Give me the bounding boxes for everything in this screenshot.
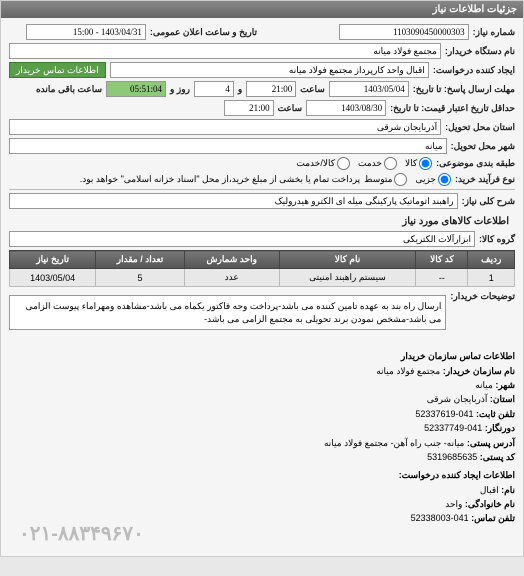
th-qty: تعداد / مقدار: [96, 251, 185, 269]
announce-datetime-label: تاریخ و ساعت اعلان عمومی:: [150, 27, 257, 38]
td-name: سیستم راهبند امنیتی: [279, 269, 416, 287]
contact-city-value: میانه: [475, 380, 493, 390]
contact-province-label: استان:: [490, 394, 515, 404]
subject-radio-goods[interactable]: کالا: [405, 157, 432, 170]
first-name-value: اقبال: [480, 485, 499, 495]
buyer-org-field[interactable]: [9, 43, 441, 59]
deadline-date-field[interactable]: [329, 81, 409, 97]
deadline-label: مهلت ارسال پاسخ: تا تاریخ:: [413, 84, 515, 95]
min-validity-time-label: ساعت: [278, 103, 303, 114]
contact-postal-label: کد پستی:: [480, 452, 515, 462]
goods-group-field[interactable]: [9, 231, 475, 247]
contact-org-label: نام سازمان خریدار:: [443, 366, 515, 376]
min-validity-label: حداقل تاریخ اعتبار قیمت: تا تاریخ:: [390, 103, 515, 114]
contact-address-label: آدرس پستی:: [467, 438, 515, 448]
contact-buyer-button[interactable]: اطلاعات تماس خریدار: [9, 62, 106, 78]
th-date: تاریخ نیاز: [10, 251, 96, 269]
min-validity-date-field[interactable]: [306, 100, 386, 116]
deadline-days-field[interactable]: [194, 81, 234, 97]
td-unit: عدد: [184, 269, 279, 287]
contact-header: اطلاعات تماس سازمان خریدار: [9, 349, 515, 363]
need-details-panel: جزئیات اطلاعات نیاز شماره نیاز: تاریخ و …: [0, 0, 524, 557]
th-code: کد کالا: [416, 251, 468, 269]
last-name-value: واحد: [445, 499, 462, 509]
form-area: شماره نیاز: تاریخ و ساعت اعلان عمومی: نا…: [1, 18, 523, 343]
buyer-org-label: نام دستگاه خریدار:: [445, 46, 515, 57]
divider: [9, 189, 515, 190]
process-radio-minor[interactable]: جزیی: [415, 173, 451, 186]
panel-header: جزئیات اطلاعات نیاز: [1, 1, 523, 18]
goods-section-title: اطلاعات کالاهای مورد نیاز: [9, 212, 515, 231]
requester-field[interactable]: [110, 62, 429, 78]
contact-postal-value: 5319685635: [427, 452, 477, 462]
th-unit: واحد شمارش: [184, 251, 279, 269]
contact-tel-label: تلفن تماس:: [471, 513, 515, 523]
contact-section: اطلاعات تماس سازمان خریدار نام سازمان خر…: [1, 343, 523, 556]
deadline-remain-suffix: ساعت باقی مانده: [36, 84, 102, 95]
deadline-days-label: و: [238, 84, 242, 95]
need-desc-label: شرح کلی نیاز:: [462, 196, 515, 207]
subject-radio-service[interactable]: خدمت: [358, 157, 397, 170]
min-validity-time-field[interactable]: [224, 100, 274, 116]
process-type-group: جزیی متوسط: [364, 173, 451, 186]
contact-phone-value: 041-52337619: [415, 409, 473, 419]
process-radio-medium[interactable]: متوسط: [364, 173, 407, 186]
contact-fax-label: دورنگار:: [485, 423, 515, 433]
contact-tel-value: 041-52338003: [411, 513, 469, 523]
contact-org-value: مجتمع فولاد میانه: [376, 366, 440, 376]
contact-province-value: آذربایجان شرقی: [427, 394, 488, 404]
th-row: ردیف: [468, 251, 515, 269]
buyer-notes-box: ارسال راه بند به عهده تامین کننده می باش…: [9, 295, 446, 330]
delivery-province-field[interactable]: [9, 119, 441, 135]
th-name: نام کالا: [279, 251, 416, 269]
contact-address-value: میانه- جنب راه آهن- مجتمع فولاد میانه: [324, 438, 464, 448]
td-code: --: [416, 269, 468, 287]
contact-fax-value: 041-52337749: [424, 423, 482, 433]
table-row[interactable]: 1 -- سیستم راهبند امنیتی عدد 5 1403/05/0…: [10, 269, 515, 287]
table-header-row: ردیف کد کالا نام کالا واحد شمارش تعداد /…: [10, 251, 515, 269]
goods-group-label: گروه کالا:: [479, 234, 515, 245]
need-desc-field[interactable]: [9, 193, 458, 209]
first-name-label: نام:: [501, 485, 515, 495]
deadline-remain-label: روز و: [170, 84, 190, 95]
requester-label: ایجاد کننده درخواست:: [433, 65, 515, 76]
td-row: 1: [468, 269, 515, 287]
subject-class-group: کالا خدمت کالا/خدمت: [296, 157, 432, 170]
deadline-time-field[interactable]: [246, 81, 296, 97]
need-number-label: شماره نیاز:: [473, 27, 515, 38]
deadline-remain-field: [106, 81, 166, 97]
buyer-notes-label: توضیحات خریدار:: [450, 291, 515, 302]
td-date: 1403/05/04: [10, 269, 96, 287]
announce-datetime-field[interactable]: [26, 24, 146, 40]
contact-city-label: شهر:: [495, 380, 515, 390]
td-qty: 5: [96, 269, 185, 287]
process-type-label: نوع فرآیند خرید:: [455, 174, 515, 185]
requester-info-header: اطلاعات ایجاد کننده درخواست:: [9, 468, 515, 482]
goods-table: ردیف کد کالا نام کالا واحد شمارش تعداد /…: [9, 250, 515, 287]
delivery-city-field[interactable]: [9, 138, 447, 154]
deadline-time-label: ساعت: [300, 84, 325, 95]
need-number-field[interactable]: [339, 24, 469, 40]
process-note: پرداخت تمام یا بخشی از مبلغ خرید،از محل …: [80, 174, 360, 185]
subject-radio-both[interactable]: کالا/خدمت: [296, 157, 350, 170]
delivery-province-label: استان محل تحویل:: [445, 122, 515, 133]
last-name-label: نام خانوادگی:: [465, 499, 515, 509]
delivery-city-label: شهر محل تحویل:: [451, 141, 515, 152]
subject-class-label: طبقه بندی موضوعی:: [436, 158, 515, 169]
contact-phone-label: تلفن ثابت:: [476, 409, 515, 419]
